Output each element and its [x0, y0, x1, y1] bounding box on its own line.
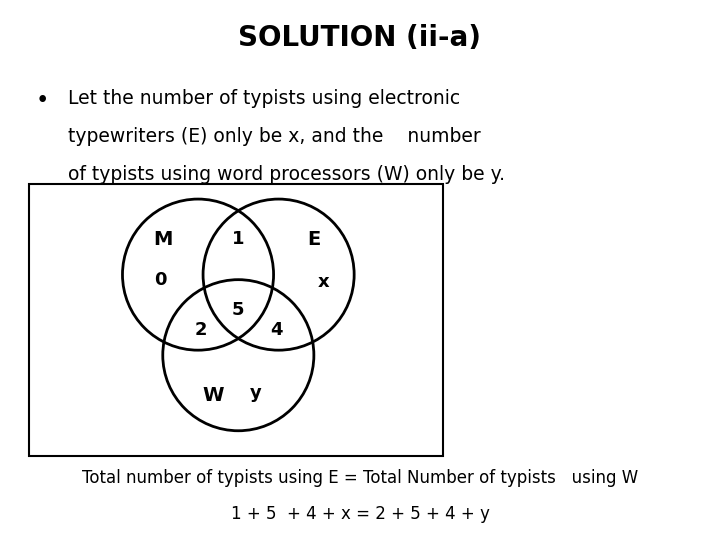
Text: 1: 1 — [232, 231, 245, 248]
Text: E: E — [307, 230, 320, 249]
Text: typewriters (E) only be x, and the    number: typewriters (E) only be x, and the numbe… — [68, 127, 481, 146]
Text: 5: 5 — [232, 301, 245, 319]
Text: W: W — [202, 386, 224, 405]
Text: of typists using word processors (W) only be y.: of typists using word processors (W) onl… — [68, 165, 505, 184]
Text: Total number of typists using E = Total Number of typists   using W: Total number of typists using E = Total … — [82, 469, 638, 487]
Text: 1 + 5  + 4 + x = 2 + 5 + 4 + y: 1 + 5 + 4 + x = 2 + 5 + 4 + y — [230, 505, 490, 523]
Text: SOLUTION (ii-a): SOLUTION (ii-a) — [238, 24, 482, 52]
FancyBboxPatch shape — [29, 184, 443, 456]
Text: x: x — [318, 273, 330, 291]
Text: 4: 4 — [270, 321, 282, 339]
Text: Let the number of typists using electronic: Let the number of typists using electron… — [68, 89, 461, 108]
Text: 0: 0 — [154, 271, 166, 289]
Text: 2: 2 — [194, 321, 207, 339]
Text: y: y — [250, 384, 262, 402]
Text: M: M — [153, 230, 173, 249]
Text: •: • — [36, 89, 50, 112]
